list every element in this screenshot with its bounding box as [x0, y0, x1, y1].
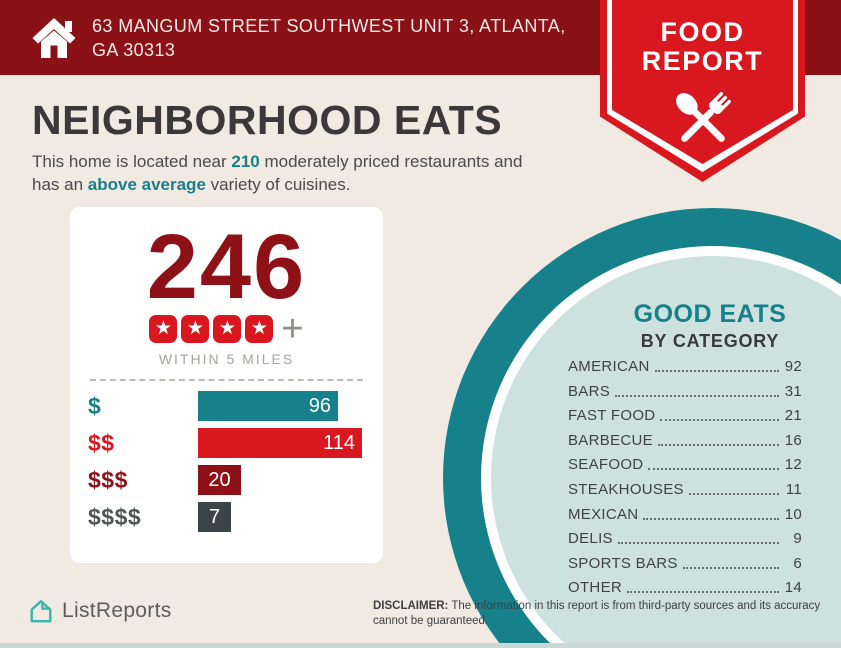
total-restaurant-count: 246	[146, 216, 307, 318]
ribbon-title: FOOD REPORT	[642, 18, 764, 76]
price-tier-bar-chart: $ 96 $$ 114 $$$ 20 $$$$ 7	[70, 391, 383, 532]
category-label: DELIS	[568, 530, 613, 548]
home-icon	[32, 17, 76, 58]
category-label: STEAKHOUSES	[568, 480, 684, 498]
list-item: DELIS 9	[568, 530, 802, 547]
dotted-leader	[615, 394, 779, 397]
dotted-leader	[627, 591, 779, 594]
bar: 20	[198, 465, 241, 495]
list-item: SPORTS BARS 6	[568, 555, 802, 572]
category-label: BARS	[568, 382, 611, 400]
category-label: SEAFOOD	[568, 456, 644, 474]
category-label: MEXICAN	[568, 505, 639, 523]
chart-row-price-4: $$$$ 7	[88, 502, 383, 532]
dotted-leader	[617, 542, 779, 545]
star-rating: ★ ★ ★ ★ +	[70, 308, 383, 350]
category-value: 21	[784, 407, 802, 425]
category-label: SPORTS BARS	[568, 554, 678, 572]
category-value: 92	[784, 358, 802, 375]
category-value: 9	[793, 530, 802, 548]
intro-text-2: moderately priced restaurants and	[259, 152, 523, 171]
listreports-logo: ListReports	[28, 598, 172, 624]
category-list: AMERICAN 92 BARS 31 FAST FOOD 21 BARBECUE 16…	[568, 358, 802, 604]
category-label: OTHER	[568, 579, 622, 597]
disclaimer-text: The information in this report is from t…	[373, 600, 821, 627]
bar: 7	[198, 502, 231, 532]
list-item: FAST FOOD 21	[568, 407, 802, 424]
good-eats-title: GOOD EATS	[633, 300, 787, 328]
category-label: AMERICAN	[568, 358, 650, 375]
tier-label: $$$$	[88, 503, 142, 530]
ribbon-title-line1: FOOD	[660, 17, 745, 47]
category-value: 12	[784, 456, 802, 474]
tier-label: $$	[88, 429, 115, 456]
plus-icon: +	[281, 308, 304, 350]
category-value: 11	[785, 480, 802, 498]
dotted-leader	[688, 492, 779, 495]
dashed-divider	[90, 379, 363, 381]
restaurant-count: 210	[231, 152, 260, 171]
dotted-leader	[643, 517, 779, 520]
restaurant-summary-card: 246 ★ ★ ★ ★ + WITHIN 5 MILES $ 96 $$ 114…	[70, 207, 383, 563]
list-item: BARS 31	[568, 383, 802, 400]
category-label: BARBECUE	[568, 431, 653, 449]
tier-label: $$$	[88, 466, 128, 493]
star-icon: ★	[245, 315, 274, 343]
brand-name: ListReports	[62, 599, 172, 622]
star-icon: ★	[181, 315, 210, 343]
ribbon-title-line2: REPORT	[641, 46, 764, 76]
list-item: BARBECUE 16	[568, 432, 802, 449]
good-eats-header: GOOD EATS BY CATEGORY	[590, 300, 830, 352]
category-label: FAST FOOD	[568, 407, 656, 425]
chart-row-price-1: $ 96	[88, 391, 383, 421]
page-title: NEIGHBORHOOD EATS	[32, 97, 503, 143]
food-report-ribbon: FOOD REPORT	[600, 0, 805, 182]
dotted-leader	[682, 566, 779, 569]
list-item: STEAKHOUSES 11	[568, 481, 802, 498]
radius-label: WITHIN 5 MILES	[158, 351, 295, 367]
list-item: OTHER 14	[568, 579, 802, 596]
bar: 114	[198, 428, 362, 458]
good-eats-subtitle: BY CATEGORY	[640, 331, 780, 351]
crossed-spoon-fork-icon	[675, 92, 731, 142]
variety-highlight: above average	[87, 175, 206, 194]
category-value: 6	[793, 554, 802, 572]
bar: 96	[198, 391, 338, 421]
intro-text-4: variety of cuisines.	[205, 175, 351, 194]
listreports-house-icon	[30, 600, 52, 623]
bottom-edge-strip	[0, 643, 841, 648]
disclaimer-label: DISCLAIMER:	[373, 600, 449, 612]
property-address: 63 MANGUM STREET SOUTHWEST UNIT 3, ATLAN…	[92, 15, 566, 60]
tier-label: $	[88, 392, 102, 419]
category-value: 10	[784, 505, 802, 523]
disclaimer: DISCLAIMER: The information in this repo…	[373, 599, 828, 629]
star-icon: ★	[149, 315, 178, 343]
category-value: 31	[784, 382, 802, 400]
intro-paragraph: This home is located near 210 moderately…	[32, 150, 607, 196]
dotted-leader	[654, 370, 779, 372]
list-item: AMERICAN 92	[568, 358, 802, 375]
category-value: 16	[784, 431, 802, 449]
chart-row-price-3: $$$ 20	[88, 465, 383, 495]
dotted-leader	[648, 468, 779, 471]
list-item: SEAFOOD 12	[568, 456, 802, 473]
intro-text-1: This home is located near	[32, 152, 232, 171]
intro-text-3: has an	[32, 175, 88, 194]
category-value: 14	[784, 579, 802, 597]
list-item: MEXICAN 10	[568, 506, 802, 523]
dotted-leader	[657, 443, 779, 446]
chart-row-price-2: $$ 114	[88, 428, 383, 458]
star-icon: ★	[213, 315, 242, 343]
dotted-leader	[660, 419, 779, 422]
